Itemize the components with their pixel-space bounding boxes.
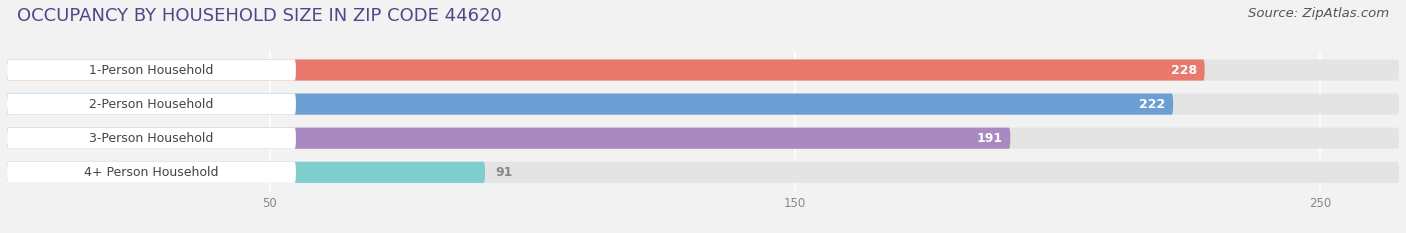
FancyBboxPatch shape <box>7 59 295 81</box>
FancyBboxPatch shape <box>7 128 295 149</box>
Text: 4+ Person Household: 4+ Person Household <box>84 166 219 179</box>
FancyBboxPatch shape <box>7 93 1399 115</box>
Text: 228: 228 <box>1171 64 1197 76</box>
Text: 1-Person Household: 1-Person Household <box>90 64 214 76</box>
FancyBboxPatch shape <box>7 93 295 115</box>
FancyBboxPatch shape <box>7 128 1399 149</box>
Text: OCCUPANCY BY HOUSEHOLD SIZE IN ZIP CODE 44620: OCCUPANCY BY HOUSEHOLD SIZE IN ZIP CODE … <box>17 7 502 25</box>
Text: 191: 191 <box>976 132 1002 145</box>
FancyBboxPatch shape <box>7 59 1399 81</box>
Text: 222: 222 <box>1139 98 1166 111</box>
FancyBboxPatch shape <box>7 93 1173 115</box>
Text: 91: 91 <box>495 166 513 179</box>
Text: 2-Person Household: 2-Person Household <box>90 98 214 111</box>
FancyBboxPatch shape <box>7 59 1205 81</box>
Text: Source: ZipAtlas.com: Source: ZipAtlas.com <box>1249 7 1389 20</box>
FancyBboxPatch shape <box>7 162 295 183</box>
Text: 3-Person Household: 3-Person Household <box>90 132 214 145</box>
FancyBboxPatch shape <box>7 162 485 183</box>
FancyBboxPatch shape <box>7 128 1011 149</box>
FancyBboxPatch shape <box>7 162 1399 183</box>
